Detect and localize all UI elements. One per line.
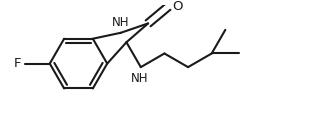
Text: NH: NH <box>131 72 149 85</box>
Text: NH: NH <box>112 16 130 29</box>
Text: F: F <box>14 57 22 70</box>
Text: O: O <box>172 0 182 13</box>
